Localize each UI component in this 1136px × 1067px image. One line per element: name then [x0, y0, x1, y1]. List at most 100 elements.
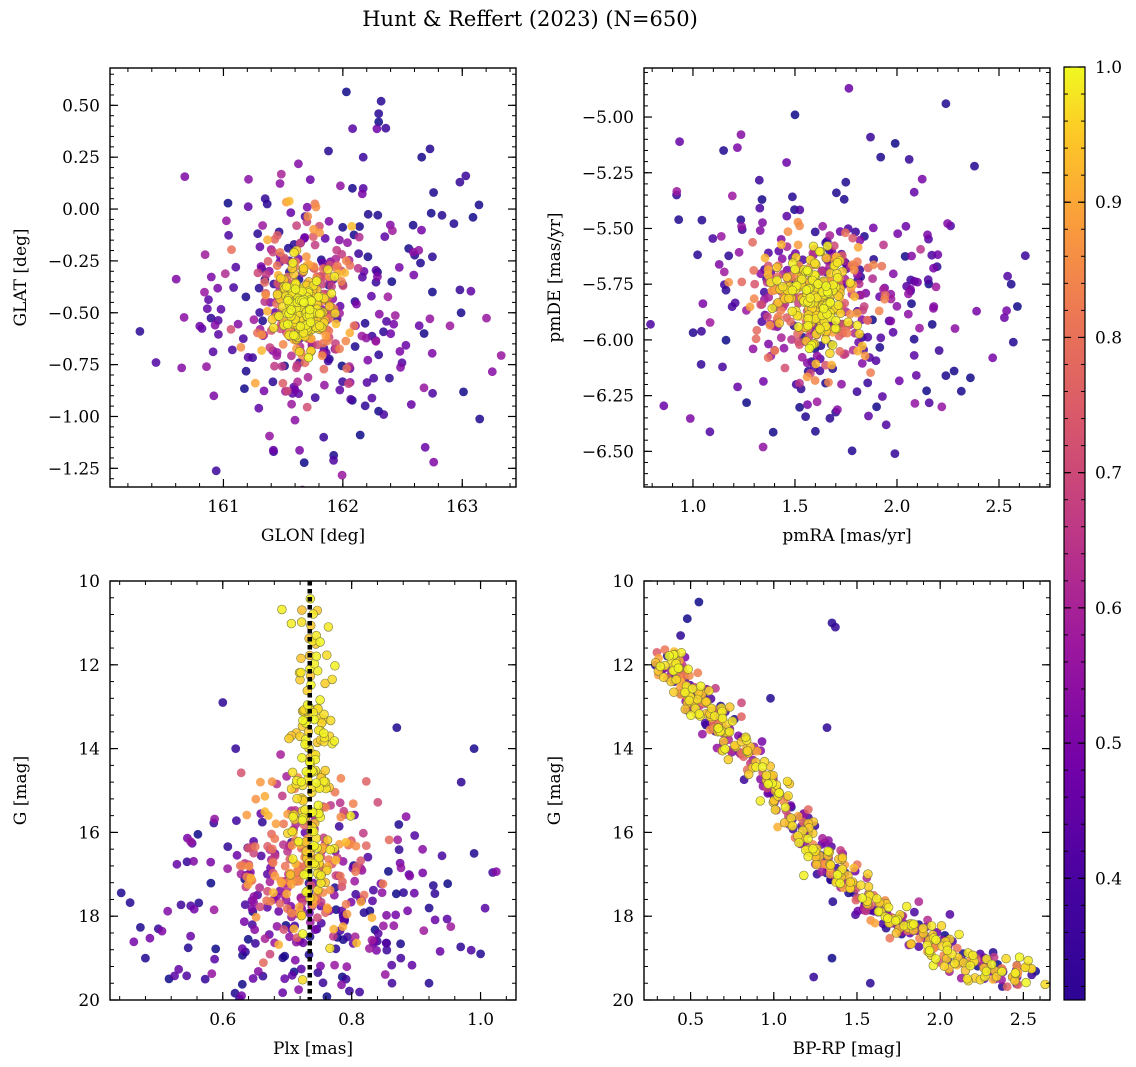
plx-point [280, 861, 290, 871]
plx-point [322, 650, 332, 660]
plx-point [295, 876, 304, 886]
cmd-point [823, 846, 833, 856]
cmd-point [931, 954, 941, 964]
plx-point [296, 964, 306, 974]
sky-point [274, 311, 284, 321]
pm-point [793, 217, 803, 227]
sky-point [355, 222, 364, 231]
cmd-point [780, 802, 791, 812]
sky-point [254, 283, 264, 293]
plx-point [260, 807, 270, 817]
cmd-point [787, 821, 798, 831]
pm-point [696, 360, 706, 369]
plx-point [287, 767, 298, 777]
sky-point [305, 305, 315, 315]
plx-point [373, 797, 383, 807]
sky-point [427, 348, 437, 358]
pm-point [811, 426, 820, 436]
plx-point [320, 765, 330, 776]
pm-point [749, 294, 759, 304]
sky-point [461, 171, 471, 181]
sky-point [362, 378, 372, 387]
sky-point [324, 301, 335, 311]
pm-point [718, 362, 727, 372]
pm-point [910, 399, 920, 408]
pm-point [752, 325, 762, 335]
sky-point [311, 202, 321, 212]
sky-point [468, 212, 478, 222]
pm-point [831, 316, 841, 326]
sky-point [276, 169, 286, 179]
plx-point [290, 955, 300, 965]
plx-point [356, 999, 359, 1000]
plx-point [446, 922, 456, 931]
pm-point [871, 356, 881, 366]
plx-ytick-label: 16 [78, 823, 100, 843]
pm-point [646, 319, 655, 329]
cmd-ytick-label: 18 [612, 907, 634, 927]
plx-point [209, 905, 219, 915]
pm-point [793, 240, 803, 250]
sky-point [260, 194, 270, 204]
cmd-point [682, 614, 692, 624]
plx-point [275, 899, 285, 908]
pm-point [966, 373, 975, 383]
pm-point [909, 334, 919, 344]
cmd-point [906, 939, 916, 949]
cmd-xtick-label: 0.5 [677, 1010, 704, 1030]
plx-point [288, 812, 298, 822]
pm-point [784, 293, 794, 304]
cmd-ylabel: G [mag] [545, 756, 565, 825]
sky-point [330, 308, 340, 318]
plx-point [223, 864, 233, 873]
sky-ytick-label: 0.25 [62, 148, 100, 168]
pm-point [923, 275, 933, 285]
pm-point [777, 240, 786, 250]
plx-point [210, 814, 220, 824]
sky-point [360, 401, 370, 411]
cmd-point [952, 943, 962, 953]
plx-point [211, 944, 221, 954]
sky-point [208, 347, 218, 357]
plx-point [491, 867, 501, 876]
sky-point [226, 325, 236, 334]
plx-point [328, 931, 338, 941]
pm-point [724, 251, 734, 261]
pm-xtick-label: 2.0 [883, 497, 910, 517]
pm-point [909, 187, 919, 197]
cmd-point [863, 869, 873, 879]
sky-point [425, 144, 435, 154]
cmd-point [696, 681, 706, 691]
cmd-point [763, 779, 773, 789]
plx-point [367, 913, 377, 923]
plx-xtick-label: 0.6 [209, 1010, 236, 1030]
cmd-point [825, 860, 836, 870]
sky-point [303, 372, 313, 382]
plx-point [394, 820, 404, 829]
cmd-point [680, 687, 690, 697]
sky-point [343, 238, 352, 248]
plx-point [368, 896, 377, 906]
plx-point [186, 931, 196, 941]
pm-point [808, 241, 819, 252]
cmd-point [885, 933, 895, 943]
pm-point [795, 378, 804, 388]
plx-point [387, 960, 397, 970]
pm-point [757, 195, 767, 204]
pm-point [833, 300, 844, 310]
sky-point [409, 270, 419, 280]
sky-point [360, 318, 370, 328]
sky-point [456, 308, 466, 318]
sky-point [249, 315, 259, 325]
pm-point [719, 146, 728, 155]
pm-point [825, 231, 835, 240]
plx-point [313, 913, 322, 922]
pm-point [770, 346, 780, 355]
plx-point [296, 777, 307, 787]
plx-point [391, 910, 401, 920]
sky-point [354, 249, 363, 258]
pm-point [868, 274, 877, 283]
pm-point [736, 215, 746, 225]
cmd-point [809, 972, 819, 982]
cmd-point [989, 952, 999, 962]
